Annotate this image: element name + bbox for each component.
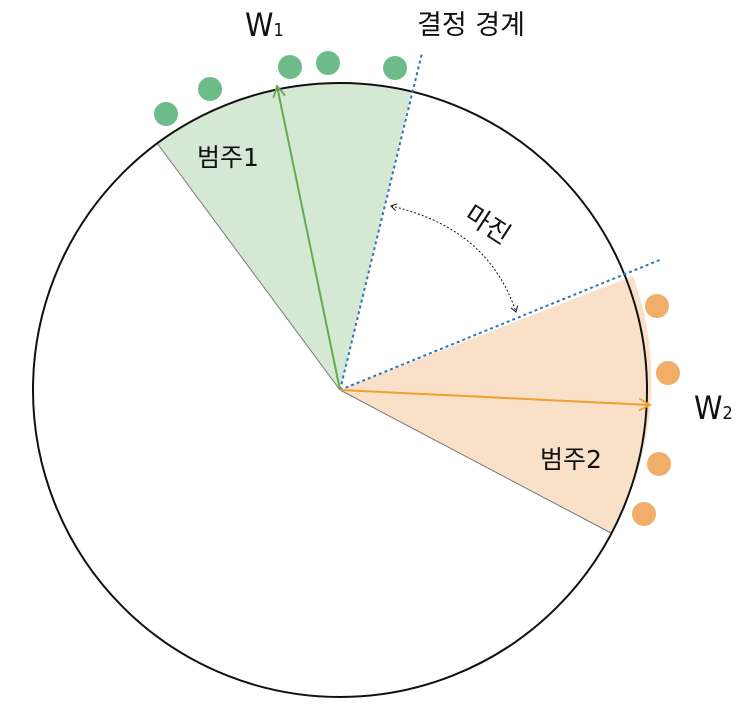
category1-sector-edge — [156, 142, 341, 391]
w1-label: W1 — [245, 6, 284, 44]
decision-boundary-line-2 — [339, 258, 663, 391]
category2-sector — [340, 276, 652, 533]
category1-label: 범주1 — [197, 143, 259, 172]
category1-sector — [157, 82, 412, 390]
category2-label: 범주2 — [540, 445, 602, 474]
decision-boundary-line-1 — [339, 52, 423, 391]
category2-points — [632, 294, 680, 526]
w2-label-main: W — [694, 389, 722, 427]
w1-vector-arrow — [272, 84, 341, 391]
green-dot-icon — [198, 77, 222, 101]
w1-label-main: W — [245, 6, 273, 44]
orange-dot-icon — [647, 452, 671, 476]
w2-label-subscript: 2 — [722, 403, 732, 424]
green-dot-icon — [154, 102, 178, 126]
margin-arc-arrow — [390, 203, 519, 313]
unit-circle — [32, 82, 648, 698]
orange-dot-icon — [656, 361, 680, 385]
w2-label: W2 — [694, 389, 733, 427]
green-dot-icon — [383, 56, 407, 80]
w1-label-subscript: 1 — [273, 20, 283, 41]
w2-vector-arrow — [339, 389, 652, 412]
orange-dot-icon — [632, 502, 656, 526]
decision-boundary-label: 결정 경계 — [417, 10, 525, 41]
category1-points — [154, 51, 407, 126]
margin-label: 마진 — [459, 200, 515, 251]
green-dot-icon — [316, 51, 340, 75]
green-dot-icon — [278, 55, 302, 79]
orange-dot-icon — [645, 294, 669, 318]
category2-sector-edge — [339, 389, 612, 534]
